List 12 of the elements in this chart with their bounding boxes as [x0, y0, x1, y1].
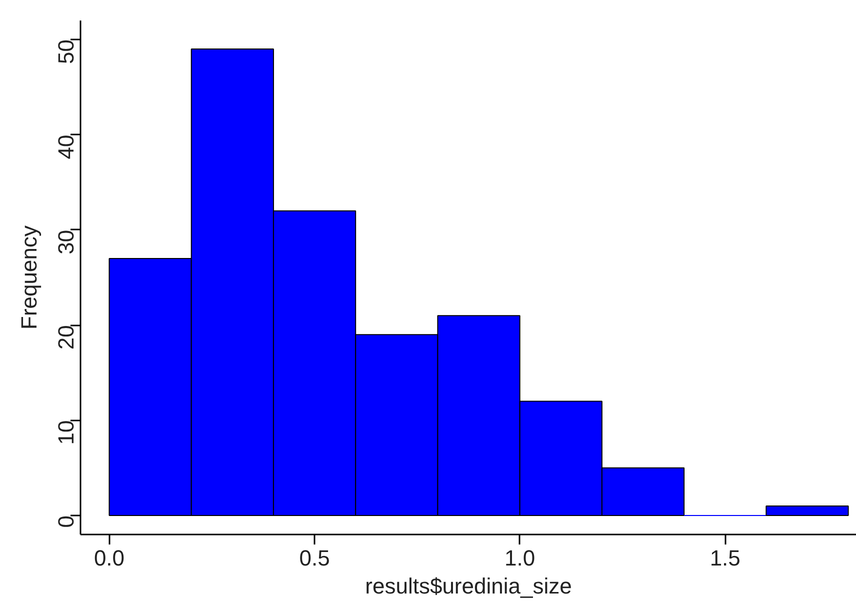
y-tick-label: 0	[54, 515, 78, 528]
x-tick-label: 0.5	[299, 546, 330, 570]
y-tick-label: 10	[54, 420, 78, 445]
y-tick-label: 40	[54, 134, 78, 160]
x-tick-label: 1.0	[504, 546, 536, 570]
x-axis-title: results$uredinia_size	[365, 574, 572, 598]
y-tick-label: 20	[54, 325, 78, 350]
y-tick-label: 50	[54, 40, 78, 64]
x-tick-label: 1.5	[710, 546, 740, 570]
x-tick-label: 0.0	[94, 546, 125, 570]
y-axis-title: Frequency	[16, 226, 42, 330]
y-tick-label: 30	[54, 230, 78, 254]
